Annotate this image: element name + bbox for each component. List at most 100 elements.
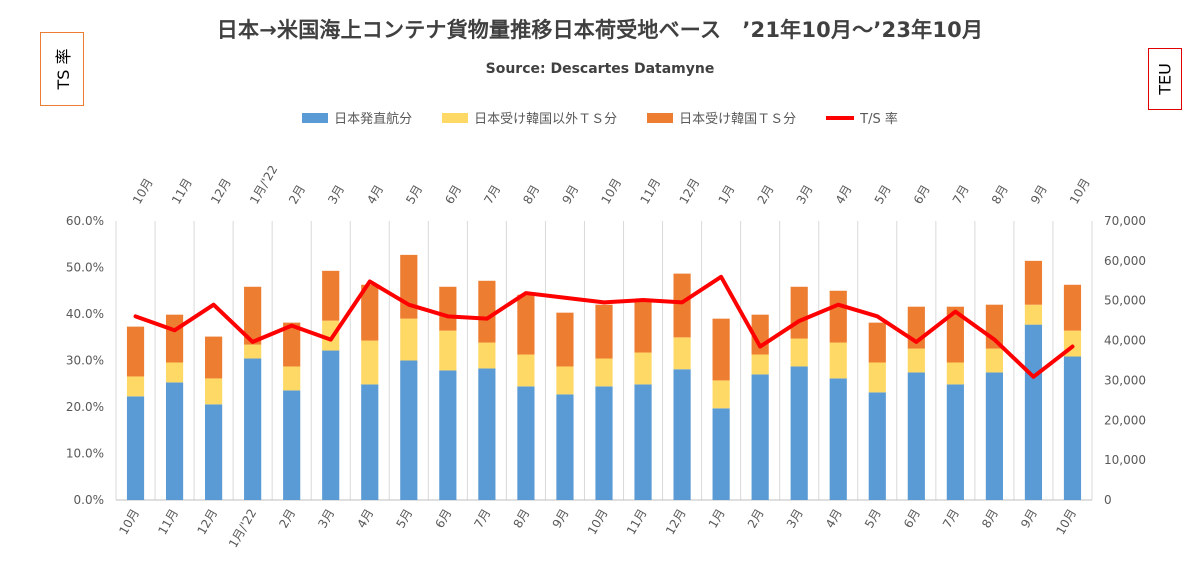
bar-segment-other-ts bbox=[165, 362, 184, 383]
x-axis-tick-label-bottom: 1月/'22 bbox=[226, 507, 259, 551]
right-axis-tick-label: 30,000 bbox=[1104, 373, 1146, 387]
bar-segment-direct bbox=[595, 386, 613, 500]
legend-item-other-ts: 日本受け韓国以外ＴＳ分 bbox=[442, 108, 617, 127]
x-axis-tick-label-bottom: 3月 bbox=[784, 507, 806, 531]
bar-segment-direct bbox=[985, 372, 1003, 500]
bar-segment-other-ts bbox=[712, 380, 730, 409]
bar-segment-other-ts bbox=[322, 320, 340, 351]
bar-segment-other-ts bbox=[126, 376, 145, 397]
bar-segment-other-ts bbox=[517, 354, 535, 387]
x-axis-tick-label-top: 11月 bbox=[169, 176, 195, 207]
x-axis-tick-label-top: 1月/'22 bbox=[247, 163, 280, 207]
bar-segment-korea-ts bbox=[244, 286, 262, 345]
bar-segment-korea-ts bbox=[517, 294, 535, 355]
bar-segment-other-ts bbox=[478, 342, 496, 369]
bar-segment-korea-ts bbox=[712, 318, 730, 381]
bar-segment-direct bbox=[829, 378, 847, 500]
bar-segment-direct bbox=[361, 384, 379, 500]
bar-segment-other-ts bbox=[946, 362, 964, 385]
right-axis-title-box: TEU bbox=[1148, 48, 1182, 110]
bar-segment-korea-ts bbox=[165, 314, 184, 363]
x-axis-tick-label-bottom: 10月 bbox=[116, 507, 142, 538]
bar-segment-direct bbox=[1024, 324, 1043, 500]
right-axis-tick-label: 20,000 bbox=[1104, 413, 1146, 427]
legend-label-ts-rate: T/S 率 bbox=[860, 112, 898, 127]
x-axis-tick-label-bottom: 10月 bbox=[1053, 507, 1079, 538]
bar-segment-korea-ts bbox=[400, 254, 418, 319]
bar-segment-korea-ts bbox=[361, 284, 379, 341]
x-axis-tick-label-top: 8月 bbox=[989, 182, 1011, 206]
legend: 日本発直航分 日本受け韓国以外ＴＳ分 日本受け韓国ＴＳ分 T/S 率 bbox=[0, 108, 1200, 127]
bar-segment-direct bbox=[478, 368, 496, 500]
bar-segment-korea-ts bbox=[868, 322, 886, 363]
bar-segment-other-ts bbox=[673, 337, 691, 370]
bar-segment-other-ts bbox=[1024, 304, 1043, 325]
left-axis-tick-label: 20.0% bbox=[66, 400, 104, 414]
x-axis-tick-label-bottom: 9月 bbox=[550, 507, 572, 531]
bar-segment-other-ts bbox=[751, 354, 769, 375]
bar-segment-korea-ts bbox=[205, 336, 223, 379]
x-axis-tick-label-top: 6月 bbox=[911, 182, 933, 206]
bar-segment-direct bbox=[751, 374, 769, 500]
legend-label-other-ts: 日本受け韓国以外ＴＳ分 bbox=[474, 112, 618, 127]
legend-swatch-other-ts bbox=[442, 112, 469, 123]
left-axis-tick-label: 30.0% bbox=[66, 354, 104, 368]
bar-segment-direct bbox=[439, 370, 457, 500]
x-axis-tick-label-bottom: 10月 bbox=[585, 507, 611, 538]
bar-segment-direct bbox=[165, 382, 184, 500]
bar-segment-other-ts bbox=[829, 342, 847, 379]
chart-title: 日本→米国海上コンテナ貨物量推移日本荷受地ベース ’21年10月～’23年10月 bbox=[216, 18, 984, 42]
x-axis-tick-label-top: 12月 bbox=[677, 176, 703, 207]
legend-swatch-direct bbox=[302, 112, 329, 123]
x-axis-tick-label-top: 5月 bbox=[403, 182, 425, 206]
legend-item-ts-rate: T/S 率 bbox=[826, 108, 898, 127]
x-axis-tick-label-top: 4月 bbox=[364, 182, 386, 206]
bar-segment-direct bbox=[244, 358, 262, 500]
x-axis-tick-label-top: 10月 bbox=[1067, 176, 1093, 207]
bar-segment-other-ts bbox=[634, 352, 652, 385]
right-axis-tick-label: 40,000 bbox=[1104, 334, 1146, 348]
bar-segment-korea-ts bbox=[634, 298, 652, 353]
x-axis-tick-label-top: 12月 bbox=[208, 176, 234, 207]
x-axis-tick-label-bottom: 6月 bbox=[901, 507, 923, 531]
bar-segment-other-ts bbox=[556, 366, 574, 395]
x-axis-tick-label-bottom: 9月 bbox=[1018, 507, 1040, 531]
legend-swatch-ts-rate bbox=[826, 115, 855, 120]
x-axis-tick-label-bottom: 4月 bbox=[354, 507, 376, 531]
legend-item-direct: 日本発直航分 bbox=[302, 108, 412, 127]
x-axis-tick-label-bottom: 6月 bbox=[432, 507, 454, 531]
bar-segment-korea-ts bbox=[556, 312, 574, 367]
left-axis-tick-label: 10.0% bbox=[66, 447, 104, 461]
legend-label-direct: 日本発直航分 bbox=[334, 112, 413, 127]
x-axis-tick-label-top: 2月 bbox=[755, 182, 777, 206]
bar-segment-korea-ts bbox=[322, 270, 340, 321]
right-axis-tick-label: 10,000 bbox=[1104, 453, 1146, 467]
bar-segment-other-ts bbox=[439, 330, 457, 371]
x-axis-tick-label-top: 9月 bbox=[559, 182, 581, 206]
bar-segment-direct bbox=[205, 404, 223, 500]
bar-segment-other-ts bbox=[283, 366, 301, 391]
bar-segment-direct bbox=[634, 384, 652, 500]
left-axis-tick-label: 0.0% bbox=[74, 493, 105, 507]
bar-segment-korea-ts bbox=[946, 306, 964, 363]
x-axis-tick-label-top: 4月 bbox=[833, 182, 855, 206]
x-axis-tick-label-top: 3月 bbox=[794, 182, 816, 206]
bar-segment-other-ts bbox=[790, 338, 808, 367]
bar-segment-other-ts bbox=[400, 318, 418, 361]
x-axis-tick-label-top: 10月 bbox=[130, 176, 156, 207]
x-axis-tick-label-bottom: 7月 bbox=[472, 507, 494, 531]
x-axis-tick-label-top: 11月 bbox=[638, 176, 664, 207]
right-axis-tick-label: 60,000 bbox=[1104, 254, 1146, 268]
x-axis-tick-label-bottom: 2月 bbox=[276, 507, 298, 531]
bar-segment-direct bbox=[322, 350, 340, 500]
x-axis-tick-label-bottom: 11月 bbox=[155, 507, 181, 538]
bar-segment-other-ts bbox=[907, 348, 925, 373]
x-axis-tick-label-bottom: 12月 bbox=[663, 507, 689, 538]
bar-segment-direct bbox=[712, 408, 730, 500]
bar-segment-direct bbox=[283, 390, 301, 500]
x-axis-tick-label-top: 7月 bbox=[950, 182, 972, 206]
bar-segment-direct bbox=[790, 366, 808, 500]
x-axis-tick-label-top: 1月 bbox=[716, 182, 738, 206]
bar-segment-direct bbox=[868, 392, 886, 500]
